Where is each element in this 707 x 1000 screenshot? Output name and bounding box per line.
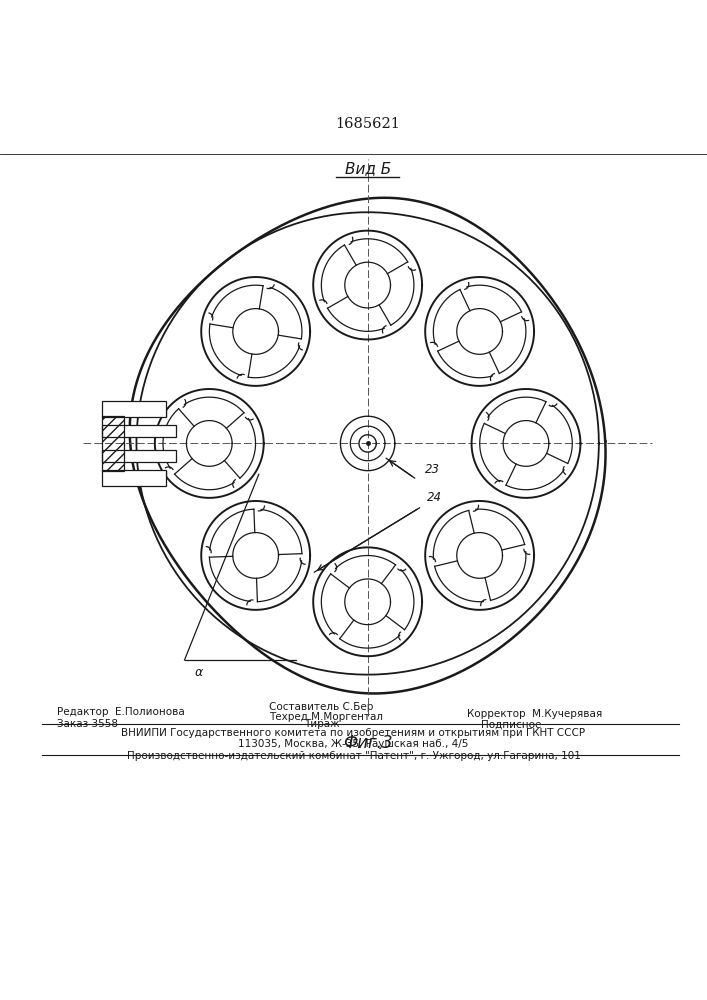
Text: ВНИИПИ Государственного комитета по изобретениям и открытиям при ГКНТ СССР: ВНИИПИ Государственного комитета по изоб… — [122, 728, 585, 738]
Text: Заказ 3558: Заказ 3558 — [57, 719, 117, 729]
Text: 24: 24 — [427, 491, 442, 504]
Bar — [102, 470, 166, 486]
Text: Подписное: Подписное — [481, 719, 541, 729]
Bar — [102, 450, 176, 462]
Text: 1685621: 1685621 — [335, 117, 400, 131]
Text: Производственно-издательский комбинат "Патент", г. Ужгород, ул.Гагарина, 101: Производственно-издательский комбинат "П… — [127, 751, 580, 761]
Bar — [102, 401, 166, 417]
Text: Фиг.3: Фиг.3 — [343, 734, 392, 752]
Text: 23: 23 — [424, 463, 440, 476]
Text: 113035, Москва, Ж-35, Раушская наб., 4/5: 113035, Москва, Ж-35, Раушская наб., 4/5 — [238, 739, 469, 749]
Text: Составитель С.Бер: Составитель С.Бер — [269, 702, 373, 712]
Text: Редактор  Е.Полионова: Редактор Е.Полионова — [57, 707, 185, 717]
Text: Техред М.Моргентал: Техред М.Моргентал — [269, 712, 382, 722]
Bar — [102, 416, 124, 471]
Text: α: α — [194, 666, 203, 679]
Text: Вид Б: Вид Б — [344, 161, 391, 176]
Text: Корректор  М.Кучерявая: Корректор М.Кучерявая — [467, 709, 602, 719]
Text: Тираж: Тираж — [304, 719, 339, 729]
Bar — [102, 425, 176, 437]
